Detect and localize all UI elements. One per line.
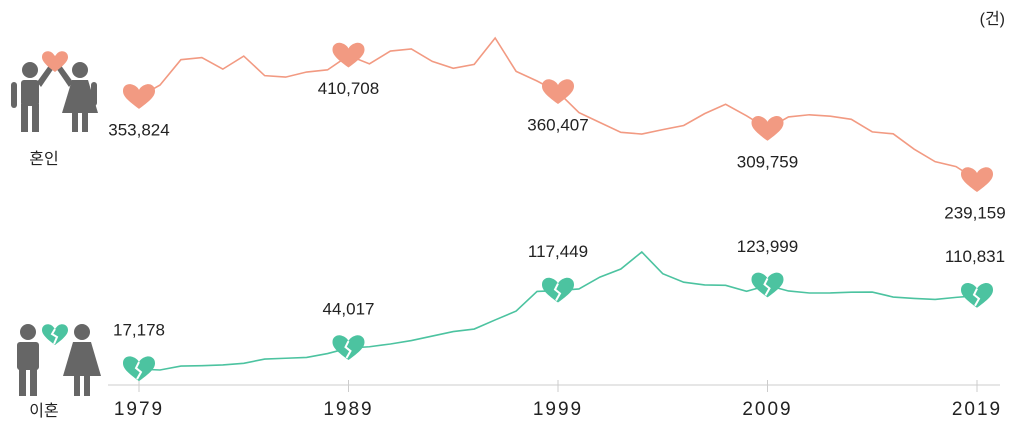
value-label: 44,017 [323,300,375,319]
heart-marker [961,283,993,308]
value-label: 17,178 [113,321,165,340]
heart-marker [542,278,574,303]
x-tick-label: 1989 [323,399,373,420]
series-line [139,252,977,370]
value-label: 309,759 [737,152,798,171]
heart-marker [542,79,574,104]
series-label: 이혼 [29,402,58,420]
x-tick-label: 1999 [533,399,583,420]
x-tick-label: 2009 [742,399,792,420]
heart-marker [123,356,155,381]
heart-shape [542,79,574,104]
heart-marker [752,273,784,298]
chart: (건) 혼인 이혼 1979 1989 1999 2009 2019 353,824 410… [0,0,1015,424]
heart-marker [333,335,365,360]
heart-marker [961,167,993,192]
heart-marker [752,116,784,141]
heart-shape [961,167,993,192]
unit-label: (건) [980,10,1005,28]
value-label: 360,407 [527,116,588,135]
series-line [139,38,977,180]
x-tick-label: 1979 [114,399,164,420]
x-tick-label: 2019 [952,399,1002,420]
value-label: 239,159 [944,203,1005,222]
value-label: 410,708 [318,79,379,98]
value-label: 117,449 [528,242,588,261]
couple-icon [11,51,98,132]
value-label: 353,824 [108,120,169,139]
heart-shape [123,84,155,109]
series-label: 혼인 [29,150,58,168]
value-label: 110,831 [945,247,1005,266]
value-label: 123,999 [737,237,798,256]
heart-marker [123,84,155,109]
separated-icon [17,324,101,396]
heart-shape [752,116,784,141]
